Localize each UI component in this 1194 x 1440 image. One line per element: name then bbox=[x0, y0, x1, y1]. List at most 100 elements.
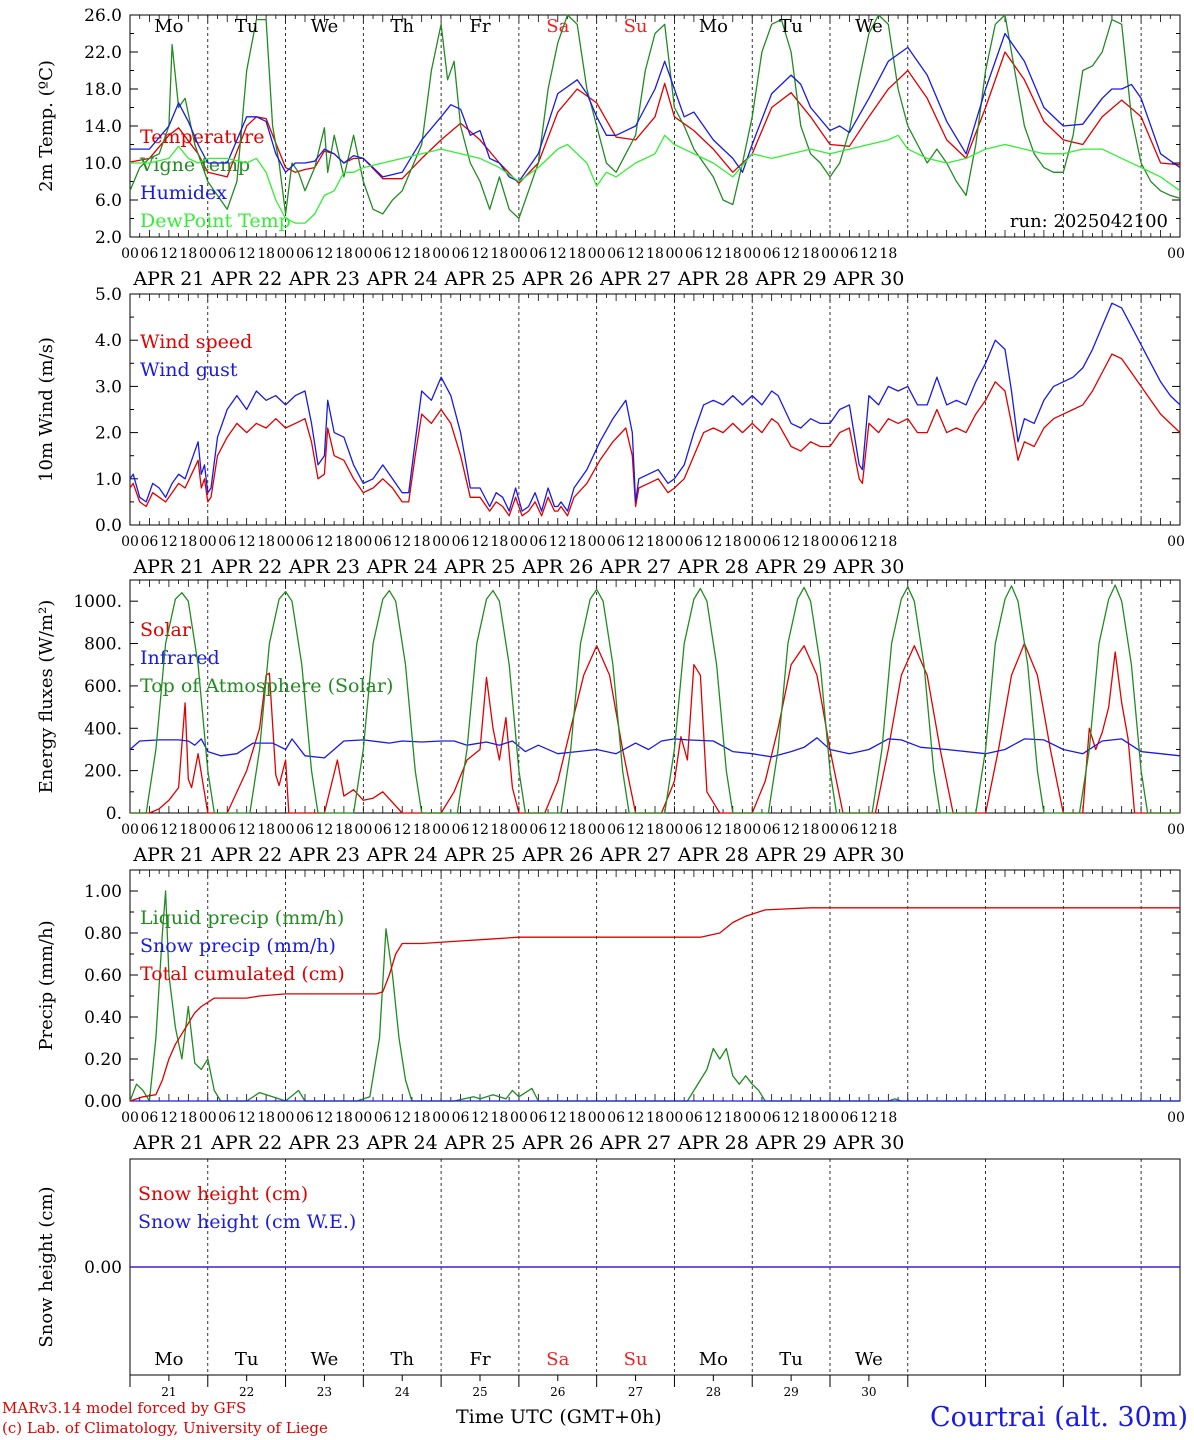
legend-entry: Total cumulated (cm) bbox=[140, 963, 345, 985]
date-label: APR 21 bbox=[132, 556, 204, 578]
date-label: APR 21 bbox=[132, 1132, 204, 1154]
model-credit: MARv3.14 model forced by GFS bbox=[2, 1399, 247, 1417]
date-label: APR 24 bbox=[366, 556, 438, 578]
series-line-dewpoint-temp bbox=[130, 134, 1181, 224]
series-line-temperature bbox=[129, 51, 1181, 184]
y-tick-label: 1000. bbox=[73, 592, 122, 612]
run-annotation: run: 2025042100 bbox=[1010, 211, 1168, 232]
series-line-humidex bbox=[130, 32, 1181, 183]
weekday-label: Mo bbox=[154, 16, 183, 37]
weekday-label: Tu bbox=[235, 1349, 259, 1370]
station-name: Courtrai (alt. 30m) bbox=[929, 1402, 1188, 1433]
series-line-top-of-atmosphere-solar bbox=[130, 584, 1180, 814]
hour-tick-label: 06 bbox=[607, 534, 625, 550]
weekday-label: Sa bbox=[546, 16, 569, 37]
hour-tick-label: 12 bbox=[160, 1110, 178, 1126]
date-label: APR 23 bbox=[288, 1132, 360, 1154]
date-label: APR 23 bbox=[288, 268, 360, 290]
hour-tick-label: 06 bbox=[841, 534, 859, 550]
hour-tick-label: 06 bbox=[218, 1110, 236, 1126]
series-line-wind-speed bbox=[129, 353, 1181, 517]
hour-tick-label: 00 bbox=[743, 1110, 761, 1126]
hour-tick-label: 00 bbox=[821, 246, 839, 262]
date-label: APR 23 bbox=[288, 844, 360, 866]
hour-tick-label: 00 bbox=[354, 534, 372, 550]
hour-tick-label: 00 bbox=[354, 246, 372, 262]
hour-tick-label: 18 bbox=[335, 822, 353, 838]
legend-entry: DewPoint Temp bbox=[140, 210, 291, 232]
legend-entry: Vigne temp bbox=[139, 154, 250, 176]
hour-tick-label: 18 bbox=[568, 534, 586, 550]
y-tick-label: 1.00 bbox=[84, 882, 122, 902]
hour-tick-label: 18 bbox=[491, 1110, 509, 1126]
hour-tick-label: 06 bbox=[529, 822, 547, 838]
plot-frame bbox=[129, 293, 1181, 526]
hour-tick-label: 00 bbox=[588, 1110, 606, 1126]
y-axis-label: Energy fluxes (W/m²) bbox=[36, 600, 57, 794]
hour-tick-label: 18 bbox=[179, 246, 197, 262]
hour-tick-label: 00 bbox=[121, 822, 139, 838]
hour-tick-label: 18 bbox=[802, 246, 820, 262]
hour-tick-label: 12 bbox=[393, 822, 411, 838]
hour-tick-label: 06 bbox=[685, 822, 703, 838]
hour-tick-label: 12 bbox=[393, 1110, 411, 1126]
y-tick-label: 600. bbox=[84, 677, 122, 697]
weekday-label: Th bbox=[390, 1349, 414, 1370]
day-number-label: 28 bbox=[706, 1385, 721, 1399]
weekday-label: We bbox=[311, 16, 339, 37]
hour-tick-label: 00 bbox=[821, 1110, 839, 1126]
hour-tick-label: 00 bbox=[121, 246, 139, 262]
weekday-label: Sa bbox=[546, 1349, 569, 1370]
hour-tick-label: 12 bbox=[238, 1110, 256, 1126]
hour-tick-label: 12 bbox=[782, 822, 800, 838]
hour-tick-label: 06 bbox=[452, 246, 470, 262]
weekday-label: We bbox=[855, 16, 883, 37]
date-label: APR 29 bbox=[755, 844, 827, 866]
hour-tick-label: 00 bbox=[510, 246, 528, 262]
hour-tick-label: 12 bbox=[160, 246, 178, 262]
y-tick-label: 0. bbox=[106, 804, 122, 824]
hour-tick-label: 18 bbox=[335, 534, 353, 550]
legend-entry: Top of Atmosphere (Solar) bbox=[140, 675, 393, 697]
hour-tick-label: 00 bbox=[199, 534, 217, 550]
y-tick-label: 6.0 bbox=[95, 191, 122, 211]
hour-tick-label: 12 bbox=[627, 1110, 645, 1126]
date-label: APR 25 bbox=[443, 268, 515, 290]
temperature-panel: 2.0 6.0 10.0 14.0 18.0 22.0 26.0 2m Temp. (ºC) T… bbox=[36, 6, 1185, 290]
day-number-label: 27 bbox=[628, 1385, 643, 1399]
hour-tick-label: 18 bbox=[257, 534, 275, 550]
hour-tick-label: 06 bbox=[607, 822, 625, 838]
hour-tick-label: 12 bbox=[316, 534, 334, 550]
hour-tick-label: 06 bbox=[141, 534, 159, 550]
hour-tick-label: 00 bbox=[354, 1110, 372, 1126]
hour-tick-label: 18 bbox=[802, 1110, 820, 1126]
date-label: APR 25 bbox=[443, 1132, 515, 1154]
legend-entry: Solar bbox=[140, 619, 192, 641]
hour-tick-label: 18 bbox=[646, 1110, 664, 1126]
date-label: APR 27 bbox=[599, 268, 671, 290]
hour-tick-label: 12 bbox=[704, 246, 722, 262]
hour-tick-label: 06 bbox=[296, 1110, 314, 1126]
hour-tick-label: 00 bbox=[432, 822, 450, 838]
hour-tick-label: 12 bbox=[549, 1110, 567, 1126]
hour-tick-label: 00 bbox=[821, 822, 839, 838]
date-label: APR 21 bbox=[132, 844, 204, 866]
day-number-label: 30 bbox=[861, 1385, 876, 1399]
hour-tick-label: 18 bbox=[257, 822, 275, 838]
hour-tick-label: 18 bbox=[491, 246, 509, 262]
hour-tick-label: 06 bbox=[141, 246, 159, 262]
y-tick-label: 5.0 bbox=[95, 285, 122, 305]
hour-tick-label: 06 bbox=[296, 822, 314, 838]
date-label: APR 30 bbox=[832, 268, 904, 290]
hour-tick-label: 18 bbox=[413, 534, 431, 550]
hour-tick-label: 18 bbox=[413, 246, 431, 262]
hour-tick-label: 12 bbox=[393, 534, 411, 550]
date-label: APR 30 bbox=[832, 844, 904, 866]
weekday-label: Tu bbox=[779, 1349, 803, 1370]
hour-tick-label: 18 bbox=[879, 1110, 897, 1126]
hour-tick-label: 18 bbox=[879, 246, 897, 262]
hour-tick-label: 00 bbox=[666, 1110, 684, 1126]
y-axis-label: 10m Wind (m/s) bbox=[36, 337, 57, 482]
hour-tick-label: 06 bbox=[763, 246, 781, 262]
